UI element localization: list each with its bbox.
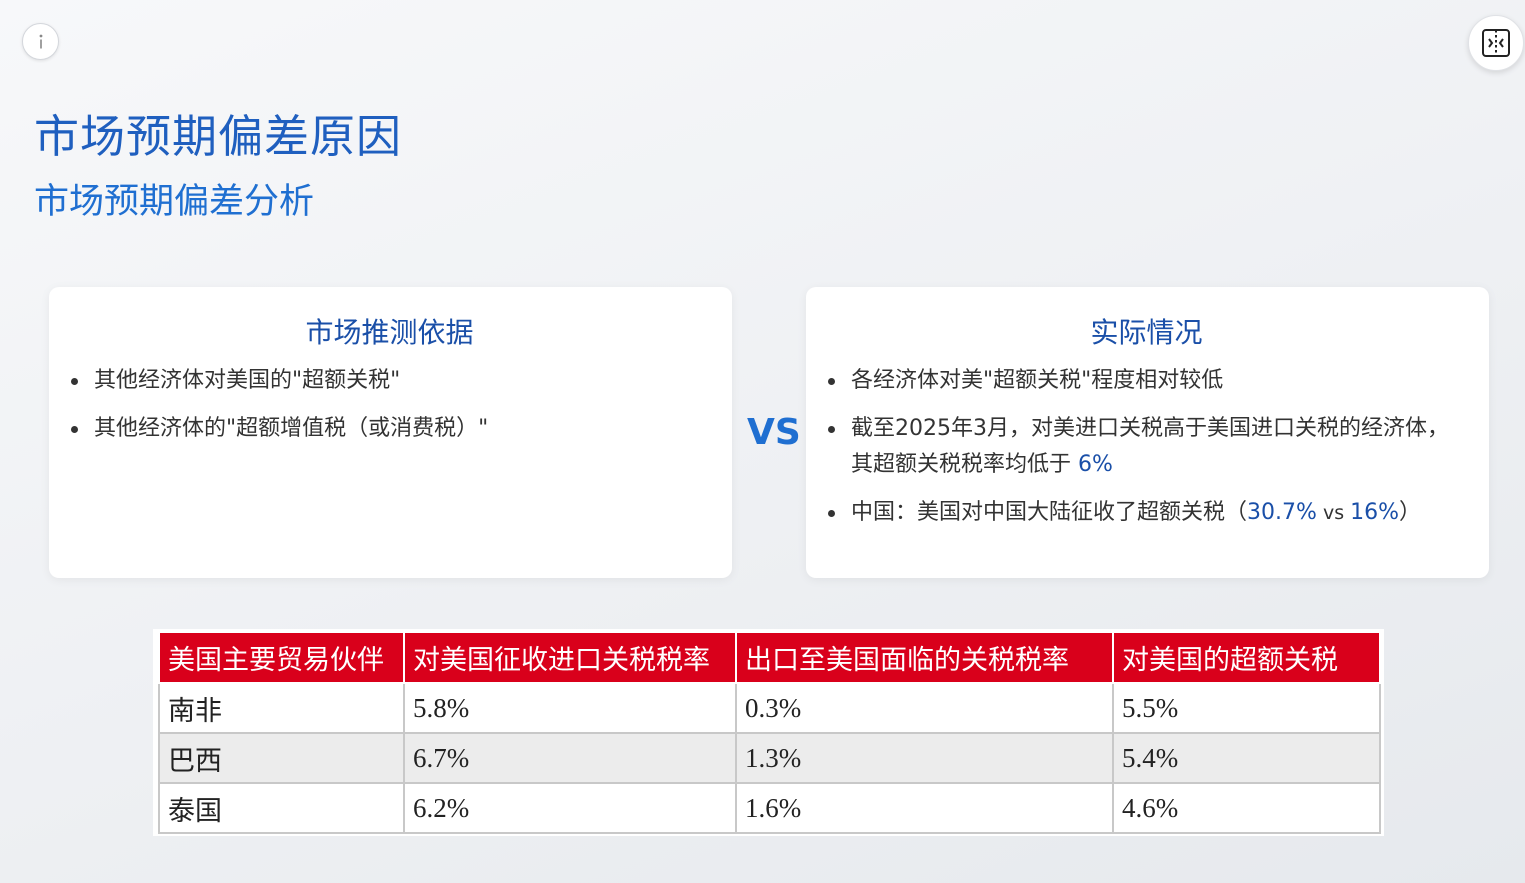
card-title: 市场推测依据 — [305, 316, 474, 349]
table-header-cell: 对美国征收进口关税税率 — [403, 633, 737, 684]
table-header-cell: 对美国的超额关税 — [1112, 633, 1381, 684]
table-cell: 1.6% — [735, 782, 1114, 834]
assumption-list: 其他经济体对美国的"超额关税" 其他经济体的"超额增值税（或消费税）" — [69, 363, 710, 447]
table-header-cell: 出口至美国面临的关税税率 — [735, 633, 1114, 684]
list-item: 其他经济体的"超额增值税（或消费税）" — [69, 411, 710, 447]
info-icon — [39, 34, 42, 48]
actual-list: 各经济体对美"超额关税"程度相对较低 截至2025年3月，对美进口关税高于美国进… — [826, 363, 1467, 531]
list-item: 中国：美国对中国大陆征收了超额关税（30.7% vs 16%） — [826, 495, 1467, 531]
list-item: 各经济体对美"超额关税"程度相对较低 — [826, 363, 1467, 399]
table-header-row: 美国主要贸易伙伴 对美国征收进口关税税率 出口至美国面临的关税税率 对美国的超额… — [158, 633, 1381, 684]
table-row: 巴西 6.7% 1.3% 5.4% — [158, 732, 1381, 784]
table-row: 南非 5.8% 0.3% 5.5% — [158, 682, 1381, 734]
vs-text: vs — [1316, 502, 1351, 524]
info-button[interactable] — [22, 23, 59, 60]
table-cell: 6.2% — [403, 782, 737, 834]
table-cell: 泰国 — [158, 782, 405, 834]
table-row: 泰国 6.2% 1.6% 4.6% — [158, 782, 1381, 834]
list-item: 截至2025年3月，对美进口关税高于美国进口关税的经济体，其超额关税税率均低于 … — [826, 411, 1467, 483]
table-cell: 0.3% — [735, 682, 1114, 734]
vs-label: VS — [747, 412, 801, 453]
split-view-button[interactable] — [1468, 15, 1524, 71]
tariff-table: 美国主要贸易伙伴 对美国征收进口关税税率 出口至美国面临的关税税率 对美国的超额… — [158, 633, 1381, 834]
page-subtitle: 市场预期偏差分析 — [34, 182, 315, 222]
table-cell: 5.8% — [403, 682, 737, 734]
list-item: 其他经济体对美国的"超额关税" — [69, 363, 710, 399]
list-item-text: 中国：美国对中国大陆征收了超额关税（ — [851, 500, 1248, 525]
card-title: 实际情况 — [1090, 316, 1203, 349]
page-title: 市场预期偏差原因 — [34, 110, 403, 163]
table-cell: 5.4% — [1112, 732, 1381, 784]
highlight-value: 16% — [1350, 500, 1400, 525]
table-cell: 巴西 — [158, 732, 405, 784]
table-header-cell: 美国主要贸易伙伴 — [158, 633, 405, 684]
table-cell: 1.3% — [735, 732, 1114, 784]
table-cell: 4.6% — [1112, 782, 1381, 834]
list-item-text: 截至2025年3月，对美进口关税高于美国进口关税的经济体，其超额关税税率均低于 — [851, 416, 1449, 477]
market-assumption-card: 市场推测依据 其他经济体对美国的"超额关税" 其他经济体的"超额增值税（或消费税… — [49, 287, 732, 578]
list-item-text: ） — [1399, 500, 1422, 525]
table-cell: 6.7% — [403, 732, 737, 784]
tariff-table-container: 美国主要贸易伙伴 对美国征收进口关税税率 出口至美国面临的关税税率 对美国的超额… — [153, 629, 1384, 836]
highlight-value: 6% — [1078, 452, 1113, 477]
table-cell: 5.5% — [1112, 682, 1381, 734]
actual-situation-card: 实际情况 各经济体对美"超额关税"程度相对较低 截至2025年3月，对美进口关税… — [806, 287, 1489, 578]
highlight-value: 30.7% — [1247, 500, 1317, 525]
table-cell: 南非 — [158, 682, 405, 734]
split-view-icon — [1482, 29, 1510, 57]
